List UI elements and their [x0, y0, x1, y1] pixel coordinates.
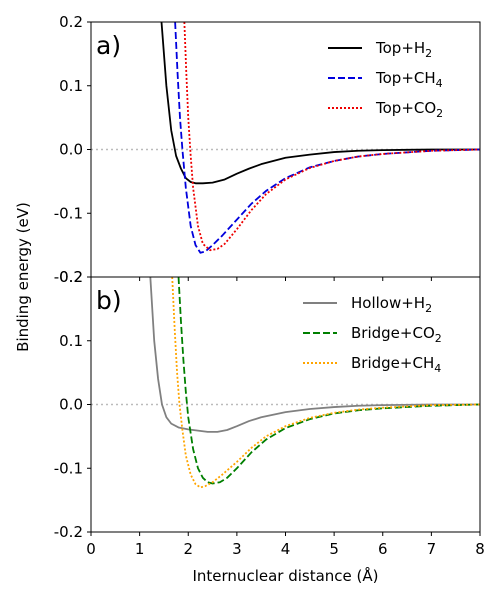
y-tick-label: 0.0 — [59, 396, 83, 414]
legend-label-3: Bridge+CH4 — [351, 354, 441, 375]
x-tick-label: 6 — [378, 540, 388, 558]
y-tick-label: -0.1 — [54, 204, 83, 222]
series-group — [149, 277, 480, 489]
x-tick-label: 3 — [232, 540, 242, 558]
series-line-1 — [149, 277, 480, 433]
panel-label: a) — [96, 31, 121, 60]
panel-label: b) — [96, 286, 122, 315]
legend-label-1: Hollow+H2 — [351, 294, 432, 315]
legend-label-3: Top+CO2 — [375, 99, 443, 120]
legend-label-1: Top+H2 — [375, 39, 432, 60]
legend-label-2: Top+CH4 — [375, 69, 443, 90]
x-tick-label: 7 — [427, 540, 437, 558]
legend-label-2: Bridge+CO2 — [351, 324, 442, 345]
x-tick-label: 0 — [86, 540, 96, 558]
y-axis-label: Binding energy (eV) — [14, 202, 32, 352]
series-group — [160, 22, 480, 254]
x-tick-label: 8 — [475, 540, 485, 558]
series-line-3 — [183, 22, 480, 252]
y-tick-label: -0.2 — [54, 523, 83, 541]
series-line-1 — [160, 22, 480, 185]
y-tick-label: -0.2 — [54, 268, 83, 286]
y-tick-label: 0.2 — [59, 13, 83, 31]
x-axis-label: Internuclear distance (Å) — [192, 566, 378, 585]
y-tick-label: 0.1 — [59, 77, 83, 95]
y-tick-label: 0.1 — [59, 332, 83, 350]
panel-a: 0.2 0.1 0.0 -0.1 -0.2 a) Top+H2 Top+CH4 Top+CO2 — [54, 13, 481, 286]
x-tick-label: 1 — [135, 540, 145, 558]
x-tick-label: 4 — [281, 540, 291, 558]
x-tick-label: 5 — [329, 540, 339, 558]
series-line-2 — [174, 22, 480, 254]
y-tick-label: 0.0 — [59, 141, 83, 159]
series-line-2 — [177, 277, 480, 485]
series-line-3 — [171, 277, 480, 489]
x-tick-label: 2 — [183, 540, 193, 558]
y-tick-label: 0.2 — [59, 268, 83, 286]
y-tick-label: -0.1 — [54, 459, 83, 477]
